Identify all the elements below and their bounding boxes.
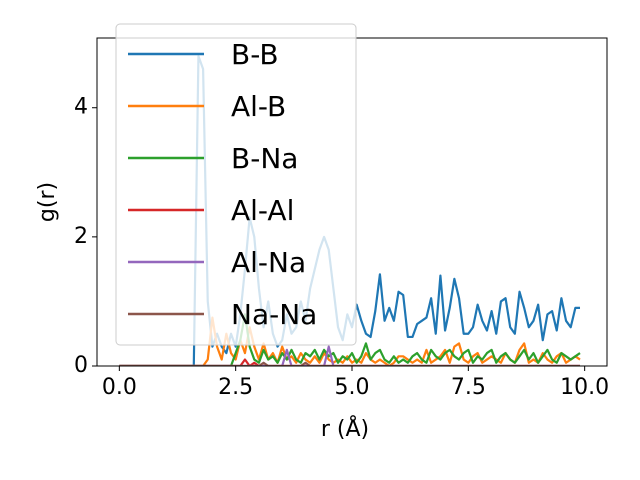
legend-label: Al-B <box>231 90 286 123</box>
y-tick-label: 0 <box>74 353 88 378</box>
legend-label: B-Na <box>231 142 298 175</box>
legend-label: B-B <box>231 38 279 71</box>
y-tick-label: 2 <box>74 224 88 249</box>
legend-box <box>115 23 357 346</box>
y-tick-label: 4 <box>74 95 88 120</box>
x-tick-label: 5.0 <box>335 375 370 400</box>
x-axis-label: r (Å) <box>321 415 369 442</box>
x-tick-label: 0.0 <box>102 375 137 400</box>
y-axis-label: g(r) <box>35 182 60 222</box>
x-tick-label: 7.5 <box>451 375 486 400</box>
x-tick-label: 10.0 <box>560 375 609 400</box>
legend-label: Al-Al <box>231 194 294 227</box>
legend: B-B Al-B B-Na Al-Al Al-Na Na-Na <box>115 23 357 346</box>
legend-label: Al-Na <box>231 246 306 279</box>
legend-label: Na-Na <box>231 298 317 331</box>
series-line <box>119 316 581 366</box>
x-tick-label: 2.5 <box>218 375 253 400</box>
series-line <box>119 313 581 366</box>
